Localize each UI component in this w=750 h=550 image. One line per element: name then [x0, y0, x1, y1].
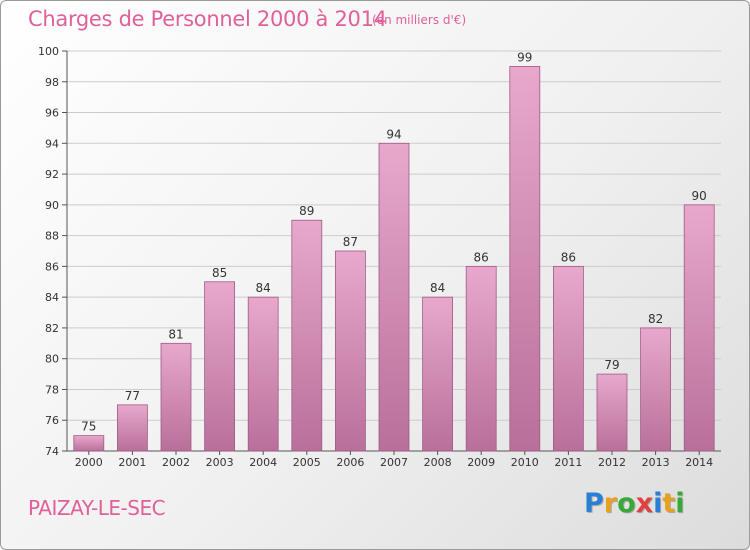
x-tick-label-2007: 2007 [380, 456, 408, 469]
bar-2013 [640, 327, 671, 452]
logo-letter: o [617, 488, 636, 519]
proxiti-logo: Proxiti [584, 488, 685, 519]
data-label-2008: 84 [430, 281, 445, 295]
logo-letter: i [675, 488, 685, 519]
x-tick-label-2009: 2009 [467, 456, 495, 469]
y-tick-label: 82 [45, 322, 59, 335]
logo-letter: r [603, 488, 618, 519]
y-tick-label: 84 [45, 291, 59, 304]
logo-letter: t [662, 488, 676, 519]
bar-2008 [422, 296, 454, 452]
data-label-2009: 86 [474, 250, 489, 264]
y-tick-label: 92 [45, 168, 59, 181]
data-label-2002: 81 [168, 327, 183, 341]
bar-2012 [596, 373, 628, 452]
logo-letter: P [584, 488, 604, 519]
data-label-2012: 79 [604, 358, 619, 372]
x-tick-label-2005: 2005 [293, 456, 321, 469]
data-label-2000: 75 [81, 420, 96, 434]
chart-subtitle: (en milliers d'€) [372, 13, 467, 27]
data-label-2004: 84 [256, 281, 271, 295]
bar-2010 [509, 65, 541, 452]
y-tick-label: 98 [45, 76, 59, 89]
y-tick-label: 96 [45, 107, 59, 120]
commune-name: PAIZAY-LE-SEC [28, 496, 166, 520]
chart-title: Charges de Personnel 2000 à 2014 [28, 7, 387, 31]
bar-2001 [117, 404, 148, 452]
data-label-2001: 77 [125, 389, 140, 403]
x-tick-label-2001: 2001 [118, 456, 146, 469]
y-tick-label: 76 [45, 414, 59, 427]
data-label-2006: 87 [343, 235, 358, 249]
x-tick-label-2013: 2013 [642, 456, 670, 469]
y-tick-label: 90 [45, 199, 59, 212]
x-tick-label-2002: 2002 [162, 456, 190, 469]
y-tick-label: 88 [45, 230, 59, 243]
x-tick-label-2003: 2003 [206, 456, 234, 469]
x-tick-label-2011: 2011 [554, 456, 582, 469]
bar-2014 [683, 204, 715, 452]
y-tick-label: 80 [45, 353, 59, 366]
bar-2005 [291, 219, 323, 452]
x-tick-label-2014: 2014 [685, 456, 713, 469]
bar-2002 [160, 342, 192, 452]
x-tick-label-2008: 2008 [424, 456, 452, 469]
x-tick-label-2006: 2006 [336, 456, 364, 469]
bar-2006 [334, 250, 366, 452]
bar-2007 [378, 142, 410, 452]
y-tick-label: 86 [45, 260, 59, 273]
data-label-2003: 85 [212, 266, 227, 280]
data-label-2014: 90 [692, 189, 707, 203]
y-tick-label: 78 [45, 383, 59, 396]
y-tick-label: 74 [45, 445, 59, 458]
y-tick-label: 94 [45, 137, 59, 150]
logo-letter: x [635, 488, 654, 519]
data-label-2007: 94 [386, 127, 401, 141]
data-label-2010: 99 [517, 50, 532, 64]
logo-letter: i [653, 488, 663, 519]
data-label-2005: 89 [299, 204, 314, 218]
x-tick-label-2010: 2010 [511, 456, 539, 469]
bar-2003 [204, 281, 236, 452]
y-tick-label: 100 [38, 45, 59, 58]
x-tick-label-2000: 2000 [75, 456, 103, 469]
bar-2000 [73, 435, 105, 452]
data-label-2011: 86 [561, 250, 576, 264]
x-tick-label-2004: 2004 [249, 456, 277, 469]
bar-2011 [553, 265, 584, 452]
bar-2004 [247, 296, 279, 452]
bar-2009 [465, 265, 497, 452]
x-tick-label-2012: 2012 [598, 456, 626, 469]
data-label-2013: 82 [648, 312, 663, 326]
